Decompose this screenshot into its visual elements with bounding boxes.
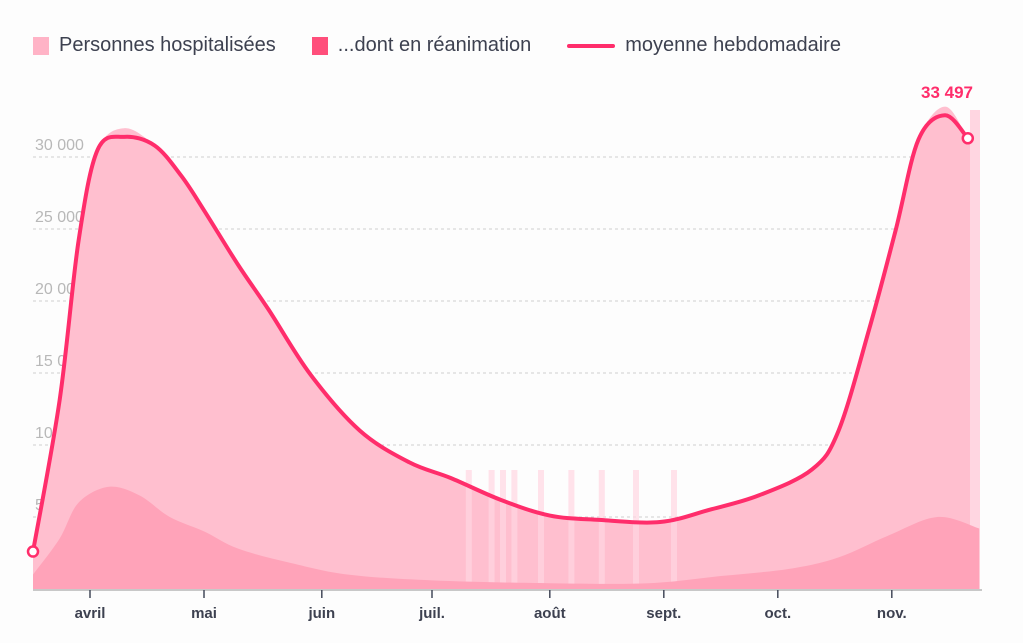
- legend-item-reanimation: ...dont en réanimation: [311, 34, 532, 57]
- legend-swatch: [311, 36, 328, 55]
- legend-swatch: [33, 36, 49, 55]
- line-endpoint: [961, 132, 975, 145]
- data-gap-bar: [633, 470, 639, 589]
- data-gap-bar: [671, 470, 677, 589]
- data-gap-bar: [538, 470, 544, 589]
- data-gap-bar: [568, 470, 575, 589]
- data-gap-bar: [598, 470, 605, 589]
- data-gap-bar: [465, 470, 472, 589]
- legend-item-hospitalises: Personnes hospitalisées: [33, 34, 276, 57]
- data-gap-bar: [511, 470, 518, 589]
- x-tick-label: mai: [191, 605, 217, 622]
- area-hospitalises: [33, 106, 980, 589]
- x-tick-label: nov.: [877, 605, 907, 622]
- legend-line: [567, 43, 616, 48]
- latest-bar: [970, 110, 980, 589]
- x-tick-label: sept.: [646, 605, 681, 622]
- x-tick-label: avril: [75, 605, 106, 622]
- legend-item-moyenne: moyenne hebdomadaire: [567, 34, 841, 57]
- legend-label: Personnes hospitalisées: [59, 34, 276, 56]
- area-reanimation: [33, 486, 980, 589]
- data-gap-bar: [488, 470, 495, 589]
- legend-label: ...dont en réanimation: [337, 34, 532, 56]
- line-endpoint: [26, 545, 40, 558]
- data-gap-bar: [500, 470, 506, 589]
- legend: Personnes hospitalisées ...dont en réani…: [33, 34, 877, 57]
- legend-label: moyenne hebdomadaire: [625, 34, 841, 56]
- y-tick-label: 25 000: [35, 209, 84, 226]
- x-tick-label: juin: [307, 605, 335, 622]
- x-tick-label: août: [534, 605, 566, 622]
- x-tick-label: oct.: [764, 605, 791, 622]
- peak-annotation: 33 497: [921, 83, 973, 102]
- line-moyenne: [31, 113, 970, 552]
- y-tick-label: 30 000: [35, 137, 84, 154]
- x-tick-label: juil.: [418, 605, 445, 622]
